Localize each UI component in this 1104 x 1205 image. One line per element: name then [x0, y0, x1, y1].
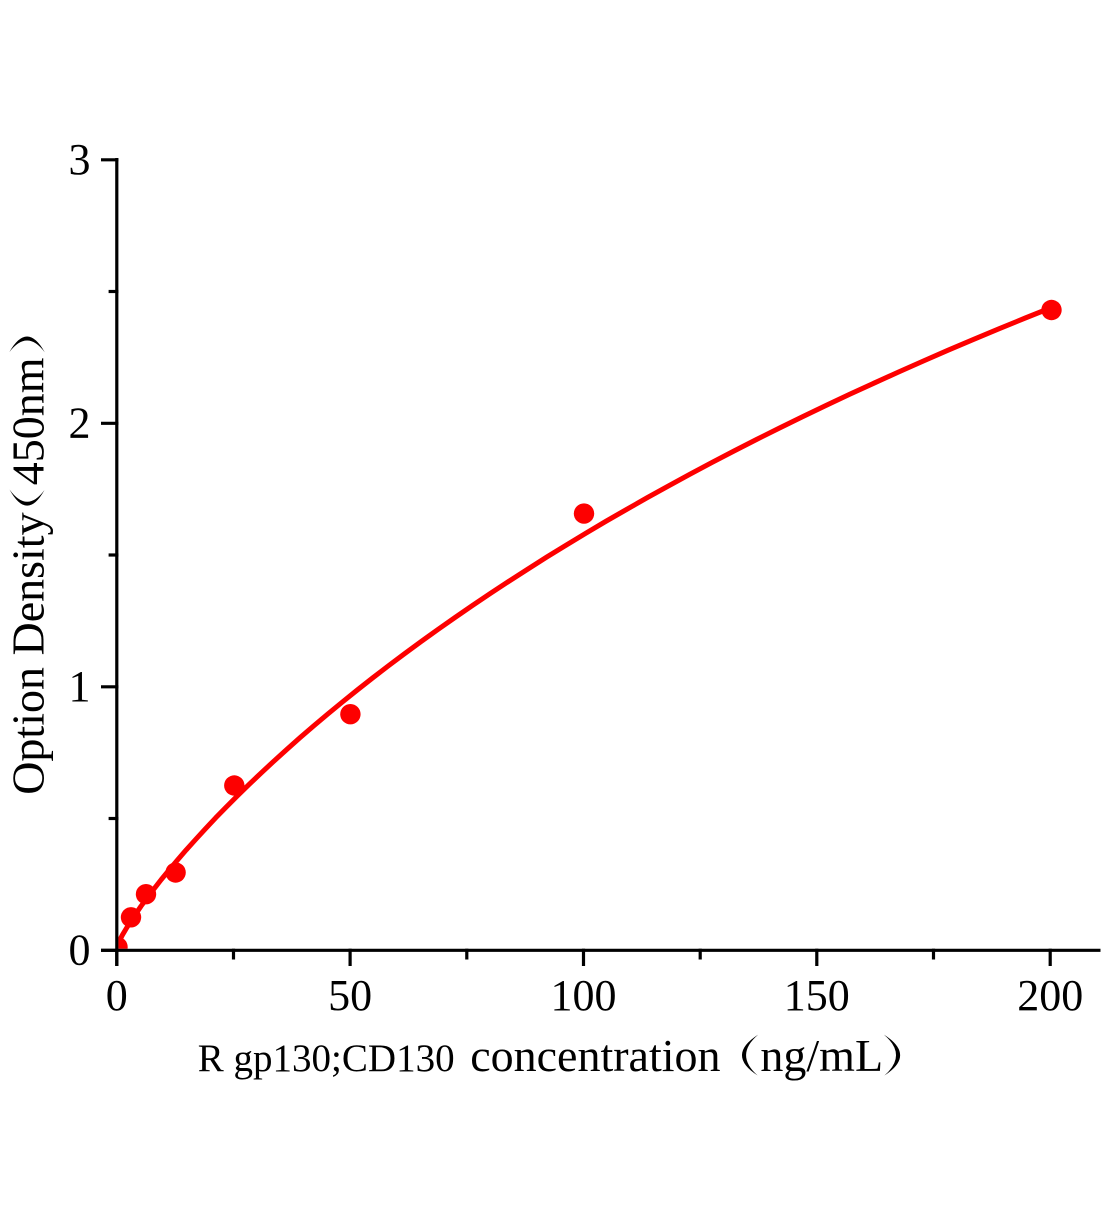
svg-text:450nm: 450nm	[3, 357, 54, 485]
svg-text:200: 200	[1017, 971, 1083, 1020]
svg-text:50: 50	[328, 971, 372, 1020]
svg-text:concentration: concentration	[470, 1030, 720, 1081]
svg-text:0: 0	[69, 926, 91, 975]
svg-text:Option Density: Option Density	[3, 512, 54, 794]
svg-text:100: 100	[551, 971, 617, 1020]
svg-text:R gp130;CD130: R gp130;CD130	[198, 1037, 455, 1080]
svg-text:0: 0	[106, 971, 128, 1020]
svg-text:2: 2	[69, 399, 91, 448]
svg-text:1: 1	[69, 662, 91, 711]
svg-text:ng/mL: ng/mL	[760, 1030, 883, 1081]
svg-text:150: 150	[784, 971, 850, 1020]
svg-text:3: 3	[69, 135, 91, 184]
